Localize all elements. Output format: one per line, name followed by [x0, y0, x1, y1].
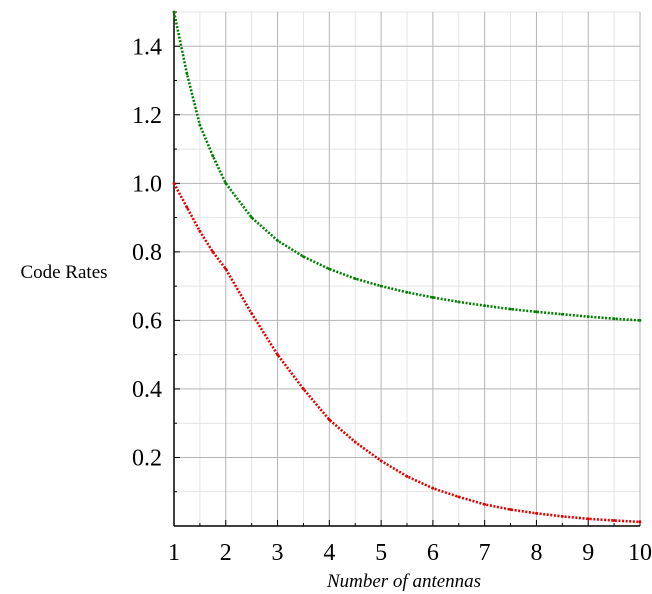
grid	[174, 11, 641, 526]
series-1-point	[224, 267, 228, 271]
series-0-point	[612, 317, 616, 321]
x-tick-label: 7	[479, 540, 491, 566]
series-0-point	[457, 300, 461, 304]
x-tick-label: 2	[220, 540, 232, 566]
series-0-point	[224, 181, 228, 185]
y-tick-label: 1.4	[132, 34, 162, 60]
series-0-point	[535, 310, 538, 314]
series-1-point	[353, 440, 357, 444]
series-0-point	[483, 304, 487, 308]
series-0-point	[211, 154, 215, 158]
y-tick-label: 0.2	[132, 445, 162, 471]
x-tick-labels: 1 2 3 4 5 6 7 8 9 10	[168, 540, 652, 566]
series-1-point	[509, 508, 512, 511]
x-tick-label: 4	[323, 540, 335, 566]
series-1-point	[211, 250, 215, 254]
series-0-point	[250, 216, 254, 220]
series-0-point	[327, 267, 331, 271]
series-1-point	[483, 503, 487, 506]
series-1-point	[586, 517, 590, 521]
series-0-point	[198, 123, 202, 127]
series-0-point	[379, 284, 383, 288]
series-0-point	[172, 10, 176, 14]
y-tick-label: 1.2	[132, 103, 162, 129]
series-1-point	[276, 353, 279, 357]
series-1-point	[302, 387, 305, 391]
series-0-point	[276, 239, 279, 242]
series-0-point	[353, 277, 357, 280]
x-tick-label: 8	[530, 540, 542, 566]
x-tick-label: 9	[582, 540, 594, 566]
series-0-point	[302, 255, 305, 259]
series-1-point	[405, 474, 409, 478]
x-tick-label: 1	[168, 540, 180, 566]
series-1-point	[172, 181, 176, 185]
y-tick-label: 1.0	[132, 171, 162, 197]
series-1-point	[535, 511, 538, 515]
x-tick-label: 10	[628, 540, 652, 566]
series-0-point	[638, 319, 642, 322]
series-0	[172, 10, 642, 322]
series-0-point	[405, 290, 409, 294]
series-0-point	[586, 315, 590, 319]
series-0-point	[431, 296, 435, 299]
series-0-point	[185, 72, 189, 76]
y-tick-label: 0.4	[132, 377, 162, 403]
series-1-point	[250, 312, 254, 315]
series-1-point	[612, 519, 616, 522]
series-1-point	[457, 495, 461, 499]
series-1-point	[327, 418, 331, 422]
series-1-point	[198, 229, 202, 233]
series-1-point	[185, 205, 189, 209]
series-layer	[172, 10, 642, 524]
x-axis-label: Number of antennas	[326, 571, 481, 592]
series-1-point	[379, 459, 383, 463]
series-1	[172, 181, 642, 524]
y-tick-labels: 0.2 0.4 0.6 0.8 1.0 1.2 1.4	[132, 34, 162, 471]
series-1-point	[638, 520, 642, 524]
x-tick-label: 5	[375, 540, 387, 566]
series-1-point	[431, 486, 435, 490]
y-axis-label: Code Rates	[20, 262, 107, 283]
series-1-point	[560, 515, 564, 518]
series-0-point	[509, 307, 512, 311]
y-tick-label: 0.8	[132, 240, 162, 266]
series-0-point	[560, 312, 564, 316]
x-tick-label: 3	[272, 540, 284, 566]
y-tick-label: 0.6	[132, 308, 162, 334]
x-tick-label: 6	[427, 540, 439, 566]
